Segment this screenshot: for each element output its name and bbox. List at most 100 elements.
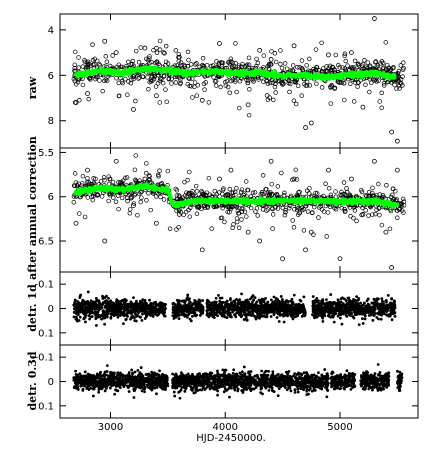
data-point-open: [99, 194, 105, 199]
trend-point: [224, 69, 230, 74]
data-point-outlier: [176, 54, 182, 60]
trend-point: [219, 68, 224, 73]
data-point-open: [113, 199, 119, 205]
residual-point: [114, 311, 118, 314]
trend-point: [300, 197, 305, 203]
data-point-outlier: [337, 256, 343, 262]
data-point-outlier: [85, 91, 90, 96]
data-point-outlier: [113, 158, 119, 164]
data-point-open: [133, 98, 138, 104]
data-point-open: [228, 56, 234, 62]
trend-point: [285, 198, 290, 203]
data-point-open: [266, 62, 272, 68]
residual-point: [123, 300, 127, 304]
residual-point: [254, 317, 258, 321]
data-point-open: [94, 58, 100, 64]
residual-point: [258, 313, 262, 317]
data-point-open: [71, 199, 77, 205]
data-point-open: [307, 186, 312, 191]
data-point-open: [275, 79, 280, 84]
data-point-open: [193, 183, 199, 189]
trend-point: [271, 196, 276, 201]
data-point-outlier: [257, 238, 263, 244]
data-point-open: [328, 85, 333, 90]
residual-point: [101, 297, 105, 300]
data-point-outlier: [308, 229, 314, 235]
trend-point: [112, 68, 117, 74]
residual-point: [223, 315, 227, 319]
data-point-open: [185, 64, 191, 69]
residual-point: [140, 309, 143, 312]
trend-point: [181, 71, 186, 76]
data-point-outlier: [326, 52, 331, 58]
data-point-open: [183, 209, 189, 215]
residual-point: [125, 313, 129, 317]
residual-point: [272, 313, 276, 317]
trend-point: [340, 71, 345, 76]
residual-point: [222, 300, 225, 304]
data-point-open: [233, 79, 238, 84]
residual-point: [131, 315, 135, 318]
data-point-open: [136, 76, 141, 81]
data-point-open: [261, 53, 267, 58]
data-point-open: [123, 76, 128, 82]
residual-point: [77, 307, 80, 311]
data-point-outlier: [303, 247, 308, 253]
residual-point: [144, 311, 148, 314]
residual-point: [251, 303, 255, 306]
residual-point: [116, 301, 120, 305]
residual-point: [105, 302, 109, 306]
residual-point: [135, 299, 138, 303]
residual-point: [231, 310, 234, 314]
residual-point: [195, 308, 199, 312]
data-point-open: [114, 75, 119, 81]
residual-point: [184, 307, 187, 311]
residual-point: [72, 310, 76, 314]
data-point-open: [80, 64, 86, 69]
residual-point: [88, 317, 91, 321]
data-point-open: [371, 78, 377, 83]
data-point-open: [380, 66, 386, 71]
trend-point: [173, 201, 178, 206]
data-point-open: [313, 47, 319, 52]
data-point-outlier: [308, 120, 314, 126]
residual-point: [143, 308, 147, 312]
residual-point: [229, 303, 233, 307]
data-point-open: [178, 80, 183, 86]
data-point-open: [169, 76, 174, 82]
data-point-open: [174, 187, 180, 193]
residual-point: [97, 307, 101, 311]
residual-point: [229, 298, 232, 302]
trend-point: [116, 68, 121, 73]
data-point-open: [273, 90, 278, 95]
residual-point: [140, 319, 144, 322]
data-point-open: [176, 51, 182, 57]
residual-point: [95, 324, 98, 327]
data-point-outlier: [389, 265, 395, 270]
data-point-open: [287, 89, 292, 95]
data-point-open: [328, 67, 333, 73]
data-point-open: [341, 80, 347, 86]
residual-point: [185, 297, 189, 300]
data-point-outlier: [371, 158, 377, 164]
residual-point: [243, 303, 247, 307]
data-point-open: [182, 64, 188, 69]
data-point-open: [87, 76, 92, 81]
data-point-open: [147, 54, 152, 59]
data-point-open: [264, 78, 269, 84]
data-point-open: [302, 81, 307, 87]
data-point-outlier: [360, 104, 366, 110]
data-point-open: [124, 63, 129, 69]
data-point-open: [144, 170, 149, 176]
data-point-open: [397, 86, 402, 91]
data-point-open: [384, 182, 389, 188]
data-point-open: [341, 180, 347, 185]
trend-point: [385, 201, 390, 207]
data-point-open: [233, 41, 238, 46]
trend-point: [115, 187, 120, 193]
data-point-open: [282, 190, 287, 196]
data-point-open: [387, 226, 393, 232]
residual-point: [238, 298, 242, 302]
residual-point: [146, 306, 150, 310]
trend-point: [224, 197, 229, 203]
